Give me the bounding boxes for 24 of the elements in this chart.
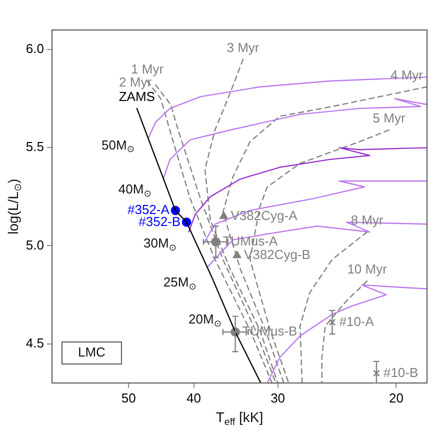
series-label: 10 Myr	[347, 262, 388, 277]
x-tick-label: 50	[121, 390, 136, 406]
x-tick-label: 30	[270, 390, 286, 406]
y-tick-label: 6.0	[26, 41, 44, 56]
annotation: 30M⊙	[144, 235, 176, 252]
series-label: #10-A	[339, 314, 374, 329]
y-tick-label: 5.5	[26, 139, 44, 154]
series-label: #10-B	[383, 364, 418, 380]
series-label: 1 Myr	[131, 62, 164, 77]
annotation: 20M⊙	[188, 312, 222, 329]
annotation: LMC	[78, 344, 106, 360]
x-tick-label: 20	[388, 390, 404, 406]
y-tick-label: 4.5	[26, 335, 44, 350]
y-tick-label: 5.0	[26, 237, 44, 252]
series-label: 3 Myr	[226, 40, 260, 55]
x-tick-label: 40	[186, 390, 202, 406]
annotation: 40M⊙	[118, 181, 152, 198]
series-label: ZAMS	[118, 89, 156, 104]
series-label: V382Cyg-B	[244, 247, 310, 262]
y-axis-title: log(L/L⊙)	[4, 178, 24, 234]
annotation: 50M⊙	[102, 137, 134, 154]
series-label: 2 Myr	[119, 74, 152, 90]
series-label: 5 Myr	[372, 110, 406, 126]
annotation: 25M⊙	[163, 274, 196, 292]
